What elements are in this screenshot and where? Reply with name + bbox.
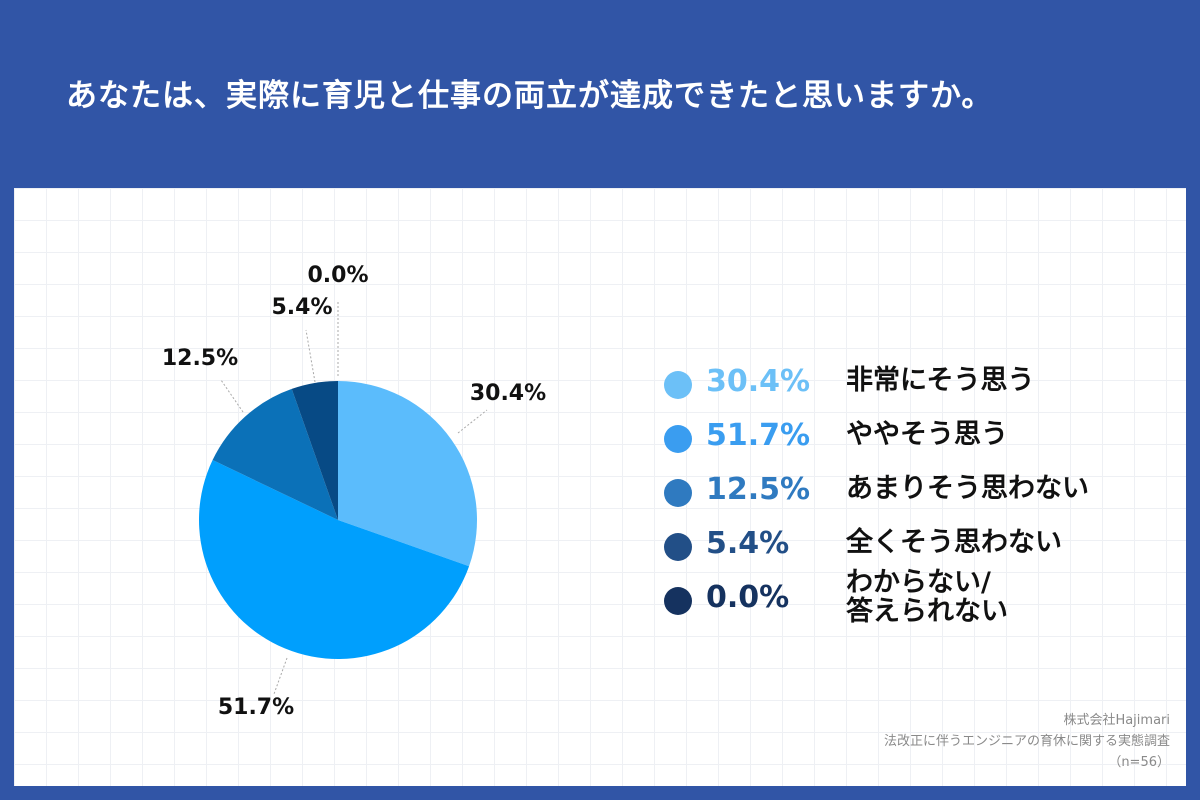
legend-dot-icon xyxy=(664,479,692,507)
leader-line-0 xyxy=(457,409,488,434)
legend-label-line: わからない/ xyxy=(846,567,991,598)
source-company: 株式会社Hajimari xyxy=(1063,713,1170,728)
legend-dot-icon xyxy=(664,425,692,453)
legend-dot-icon xyxy=(664,371,692,399)
pie-slice-2 xyxy=(212,388,338,520)
legend-label: 全くそう思わない xyxy=(846,527,1062,558)
data-label-3: 5.4% xyxy=(271,295,332,320)
data-label-4: 0.0% xyxy=(307,263,368,288)
source-sample-size: （n=56） xyxy=(1108,755,1170,770)
legend-label: わからない/ 答えられない xyxy=(846,568,1008,626)
legend-dot-icon xyxy=(664,533,692,561)
legend-label: 非常にそう思う xyxy=(846,365,1035,396)
source-survey: 法改正に伴うエンジニアの育休に関する実態調査 xyxy=(883,734,1170,749)
pie-slice-3 xyxy=(291,381,338,520)
data-label-2: 12.5% xyxy=(162,346,238,371)
legend-dot-icon xyxy=(664,587,692,615)
legend-label-line: 答えられない xyxy=(846,596,1008,627)
leader-line-1 xyxy=(273,657,288,695)
data-label-1: 51.7% xyxy=(218,695,294,720)
legend-label: ややそう思う xyxy=(846,419,1008,450)
pie-slice-0 xyxy=(338,381,477,567)
chart-title: あなたは、実際に育児と仕事の両立が達成できたと思いますか。 xyxy=(66,78,994,114)
legend-percent: 12.5% xyxy=(706,472,811,507)
legend-label: あまりそう思わない xyxy=(846,473,1089,504)
pie-slice-1 xyxy=(198,460,470,660)
legend-percent: 51.7% xyxy=(706,418,811,453)
legend-percent: 5.4% xyxy=(706,526,790,561)
legend-percent: 30.4% xyxy=(706,364,811,399)
legend-percent: 0.0% xyxy=(706,580,790,615)
source-note: 株式会社Hajimari 法改正に伴うエンジニアの育休に関する実態調査 （n=5… xyxy=(884,710,1170,773)
leader-line-3 xyxy=(305,329,316,383)
leader-line-2 xyxy=(220,379,244,413)
data-label-0: 30.4% xyxy=(470,381,546,406)
